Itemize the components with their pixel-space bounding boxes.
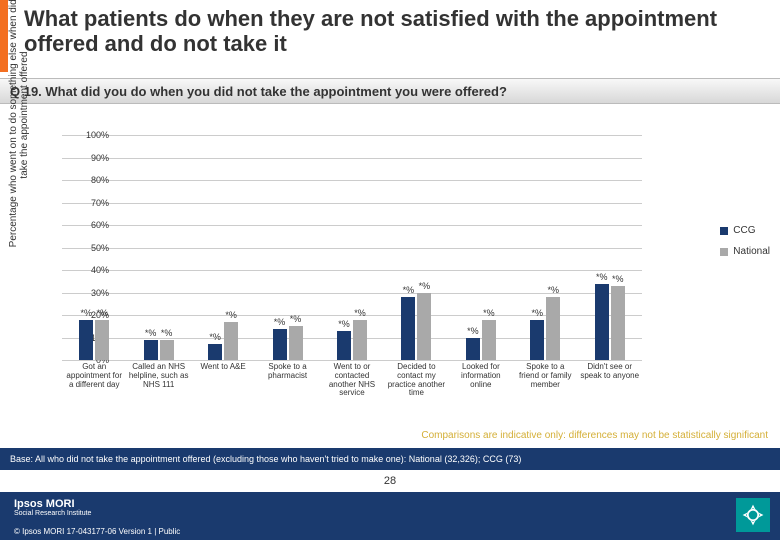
- page-title: What patients do when they are not satis…: [24, 6, 754, 57]
- bar-value-label: *%: [548, 285, 560, 295]
- gridline: [62, 360, 642, 361]
- title-block: What patients do when they are not satis…: [24, 6, 754, 57]
- x-tick-label: Called an NHS helpline, such as NHS 111: [126, 363, 190, 398]
- national-bar: *%: [546, 297, 560, 360]
- category-group: *%*%: [513, 135, 577, 360]
- bar-pair: *%*%: [466, 135, 496, 360]
- category-group: *%*%: [126, 135, 190, 360]
- bar-value-label: *%: [532, 308, 544, 318]
- x-tick-label: Spoke to a pharmacist: [255, 363, 319, 398]
- x-tick-label: Went to A&E: [191, 363, 255, 398]
- category-group: *%*%: [384, 135, 448, 360]
- national-bar: *%: [95, 320, 109, 361]
- ccg-bar: *%: [208, 344, 222, 360]
- ccg-bar: *%: [337, 331, 351, 360]
- national-bar: *%: [482, 320, 496, 361]
- bar-value-label: *%: [354, 308, 366, 318]
- bar-value-label: *%: [225, 310, 237, 320]
- base-bar: Base: All who did not take the appointme…: [0, 448, 780, 470]
- ccg-bar: *%: [79, 320, 93, 361]
- national-bar: *%: [611, 286, 625, 360]
- question-text: Q 19. What did you do when you did not t…: [10, 84, 507, 99]
- bar-pair: *%*%: [79, 135, 109, 360]
- bar-value-label: *%: [145, 328, 157, 338]
- legend-label: CCG: [733, 225, 755, 236]
- footer: Ipsos MORI Social Research Institute © I…: [0, 492, 780, 540]
- ccg-bar: *%: [144, 340, 158, 360]
- bar-value-label: *%: [483, 308, 495, 318]
- bar-pair: *%*%: [595, 135, 625, 360]
- bar-value-label: *%: [80, 308, 92, 318]
- chart-plot: 0%10%20%30%40%50%60%70%80%90%100%*%*%*%*…: [62, 135, 642, 360]
- bars-container: *%*%*%*%*%*%*%*%*%*%*%*%*%*%*%*%*%*%: [62, 135, 642, 360]
- x-tick-label: Decided to contact my practice another t…: [384, 363, 448, 398]
- category-group: *%*%: [191, 135, 255, 360]
- bar-value-label: *%: [274, 317, 286, 327]
- page-number: 28: [0, 475, 780, 487]
- national-bar: *%: [289, 326, 303, 360]
- x-tick-label: Got an appointment for a different day: [62, 363, 126, 398]
- legend-label: National: [733, 246, 770, 257]
- category-group: *%*%: [320, 135, 384, 360]
- bar-pair: *%*%: [208, 135, 238, 360]
- bar-value-label: *%: [467, 326, 479, 336]
- ccg-bar: *%: [466, 338, 480, 361]
- category-group: *%*%: [255, 135, 319, 360]
- category-group: *%*%: [62, 135, 126, 360]
- ccg-bar: *%: [595, 284, 609, 361]
- bar-value-label: *%: [338, 319, 350, 329]
- bar-pair: *%*%: [144, 135, 174, 360]
- national-bar: *%: [224, 322, 238, 360]
- bar-value-label: *%: [612, 274, 624, 284]
- legend-swatch: [720, 227, 728, 235]
- bar-value-label: *%: [596, 272, 608, 282]
- ipsos-logo: [736, 498, 770, 532]
- y-axis-label: Percentage who went on to do something e…: [8, 0, 30, 255]
- footer-copyright: © Ipsos MORI 17-043177-06 Version 1 | Pu…: [14, 527, 180, 536]
- x-tick-label: Didn't see or speak to anyone: [578, 363, 642, 398]
- legend-swatch: [720, 248, 728, 256]
- ccg-bar: *%: [273, 329, 287, 361]
- national-bar: *%: [160, 340, 174, 360]
- legend-item: CCG: [720, 225, 770, 236]
- bar-value-label: *%: [96, 308, 108, 318]
- category-group: *%*%: [449, 135, 513, 360]
- bar-pair: *%*%: [337, 135, 367, 360]
- national-bar: *%: [353, 320, 367, 361]
- category-group: *%*%: [578, 135, 642, 360]
- comparison-note: Comparisons are indicative only: differe…: [421, 430, 768, 441]
- chart-legend: CCG National: [720, 225, 770, 267]
- national-bar: *%: [417, 293, 431, 361]
- bar-pair: *%*%: [530, 135, 560, 360]
- x-axis-labels: Got an appointment for a different dayCa…: [62, 363, 642, 398]
- legend-item: National: [720, 246, 770, 257]
- ccg-bar: *%: [401, 297, 415, 360]
- x-tick-label: Spoke to a friend or family member: [513, 363, 577, 398]
- bar-value-label: *%: [290, 314, 302, 324]
- bar-pair: *%*%: [401, 135, 431, 360]
- bar-value-label: *%: [209, 332, 221, 342]
- accent-bar: [0, 0, 8, 72]
- bar-value-label: *%: [419, 281, 431, 291]
- bar-value-label: *%: [403, 285, 415, 295]
- x-tick-label: Looked for information online: [449, 363, 513, 398]
- footer-logo: Ipsos MORI Social Research Institute: [14, 498, 91, 517]
- base-text: Base: All who did not take the appointme…: [10, 454, 521, 464]
- x-tick-label: Went to or contacted another NHS service: [320, 363, 384, 398]
- chart-area: Percentage who went on to do something e…: [10, 135, 710, 415]
- bar-pair: *%*%: [273, 135, 303, 360]
- bar-value-label: *%: [161, 328, 173, 338]
- question-bar: Q 19. What did you do when you did not t…: [0, 78, 780, 104]
- ccg-bar: *%: [530, 320, 544, 361]
